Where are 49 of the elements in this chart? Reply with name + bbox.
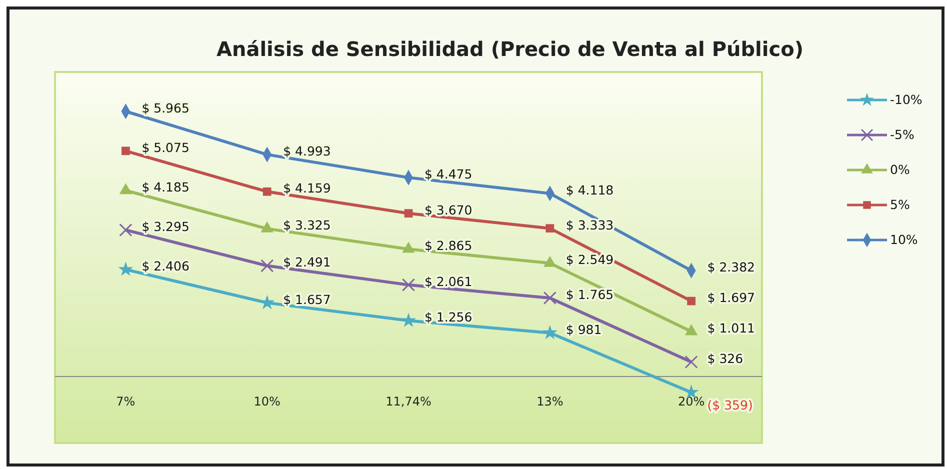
data-label: $ 4.159: [283, 180, 331, 196]
point: [546, 224, 554, 233]
legend-label: -10%: [890, 92, 922, 107]
point: [400, 312, 416, 328]
point: [260, 259, 274, 272]
data-label: $ 2.382: [707, 260, 756, 275]
data-label: $ 2.061: [424, 274, 472, 289]
data-label: $ 4.475: [424, 166, 472, 182]
point: [687, 296, 696, 306]
data-label: $ 2.865: [424, 238, 472, 254]
data-label: ($ 359): [707, 397, 753, 412]
x-tick-label: 20%: [678, 394, 705, 408]
data-label: $ 326: [707, 350, 744, 366]
point: [402, 278, 416, 292]
x-tick-label: 11,74%: [386, 394, 432, 408]
data-label: $ 2.491: [283, 254, 331, 270]
point: [684, 324, 698, 336]
point: [404, 209, 413, 218]
legend-label: -5%: [890, 127, 914, 142]
x-tick-label: 10%: [254, 394, 280, 408]
data-label: $ 3.325: [283, 218, 331, 233]
data-label: $ 1.256: [424, 310, 472, 325]
data-label: $ 4.185: [142, 179, 190, 194]
legend-label: 5%: [890, 197, 910, 212]
legend-label: 0%: [890, 162, 910, 177]
point: [543, 291, 556, 305]
chart-title: Análisis de Sensibilidad (Precio de Venta al Público): [216, 37, 804, 61]
data-label: $ 3.670: [424, 202, 472, 218]
point: [542, 324, 558, 340]
data-label: $ 2.549: [566, 252, 614, 268]
point: [119, 223, 132, 237]
data-label: $ 1.657: [283, 292, 331, 307]
data-label: $ 1.011: [707, 320, 756, 336]
point: [684, 355, 698, 369]
point: [122, 146, 130, 156]
x-tick-label: 7%: [116, 394, 136, 408]
data-label: $ 2.406: [142, 258, 190, 274]
data-label: $ 3.295: [142, 219, 190, 234]
data-label: $ 5.965: [142, 100, 190, 116]
data-label: $ 4.118: [566, 182, 614, 198]
data-label: $ 1.697: [707, 290, 756, 306]
data-label: $ 4.993: [283, 144, 331, 159]
legend-label: 10%: [890, 232, 918, 247]
data-label: $ 1.765: [566, 287, 614, 302]
data-label: $ 981: [566, 322, 602, 337]
point: [262, 187, 272, 196]
point: [118, 262, 134, 276]
data-label: $ 5.075: [142, 140, 190, 155]
x-tick-label: 13%: [536, 394, 564, 408]
